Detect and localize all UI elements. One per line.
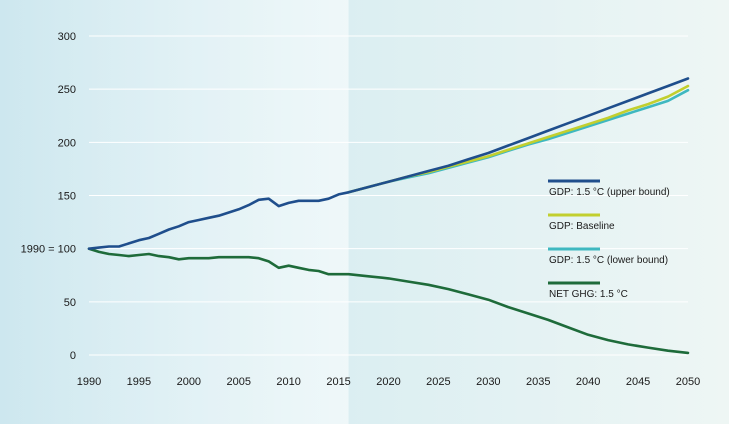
x-tick-label: 2010 bbox=[276, 376, 300, 388]
x-tick-label: 2050 bbox=[676, 376, 700, 388]
legend-label: GDP: 1.5 °C (upper bound) bbox=[549, 187, 670, 198]
x-tick-label: 2005 bbox=[227, 376, 251, 388]
series-lines bbox=[87, 77, 690, 355]
x-axis-ticks: 1990 1995 2000 2005 2010 2015 2020 2025 2030 2035… bbox=[77, 376, 700, 388]
series-line-3 bbox=[87, 247, 690, 355]
legend: GDP: 1.5 °C (upper bound) GDP: Baseline GD… bbox=[548, 179, 670, 300]
historical-period-shading bbox=[0, 0, 349, 424]
y-tick-label: 150 bbox=[58, 191, 76, 203]
x-tick-label: 2025 bbox=[426, 376, 450, 388]
x-tick-label: 2015 bbox=[326, 376, 350, 388]
y-tick-label: 300 bbox=[58, 31, 76, 43]
y-axis-ticks: 0 50 1990 = 100 150 200 250 300 bbox=[21, 31, 76, 362]
x-tick-label: 2030 bbox=[476, 376, 500, 388]
y-tick-label: 0 bbox=[70, 350, 76, 362]
y-tick-label: 50 bbox=[64, 297, 76, 309]
gridlines bbox=[89, 35, 688, 356]
x-tick-label: 2040 bbox=[576, 376, 600, 388]
y-tick-label: 200 bbox=[58, 137, 76, 149]
x-tick-label: 1990 bbox=[77, 376, 101, 388]
x-tick-label: 2045 bbox=[626, 376, 650, 388]
series-line-0 bbox=[87, 77, 690, 250]
legend-label: GDP: 1.5 °C (lower bound) bbox=[549, 255, 668, 266]
legend-label: NET GHG: 1.5 °C bbox=[549, 289, 628, 300]
y-tick-label: 1990 = 100 bbox=[21, 244, 76, 256]
x-tick-label: 2020 bbox=[376, 376, 400, 388]
x-tick-label: 2000 bbox=[177, 376, 201, 388]
legend-label: GDP: Baseline bbox=[549, 221, 615, 232]
y-tick-label: 250 bbox=[58, 84, 76, 96]
x-tick-label: 2035 bbox=[526, 376, 550, 388]
x-tick-label: 1995 bbox=[127, 376, 151, 388]
